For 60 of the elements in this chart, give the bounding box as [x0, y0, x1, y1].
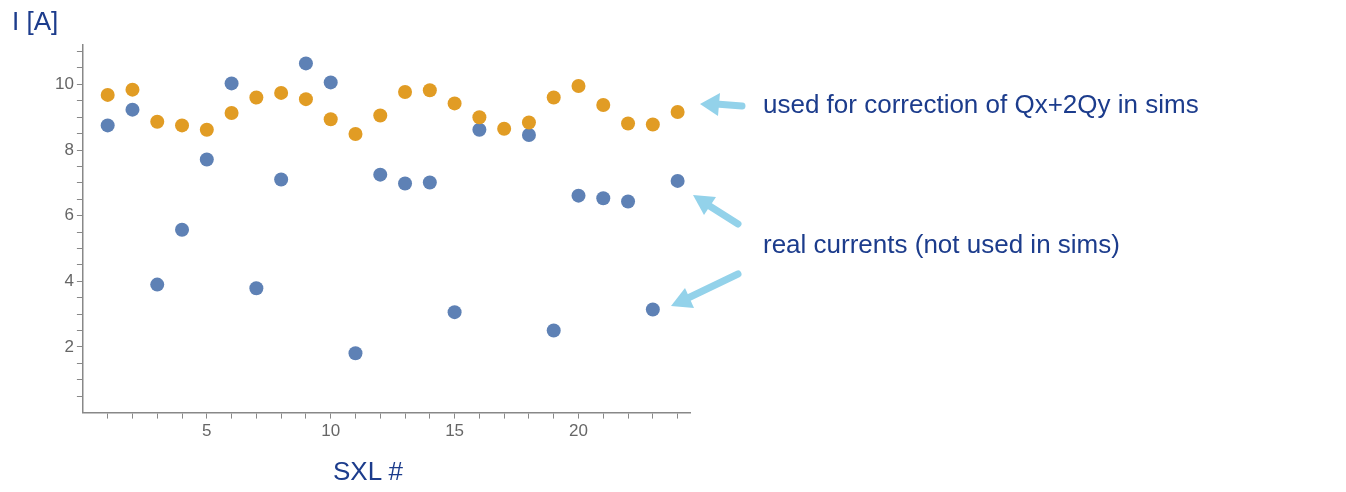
point	[249, 90, 264, 105]
point	[125, 82, 140, 97]
point	[645, 302, 660, 317]
point	[398, 176, 413, 191]
point	[249, 281, 264, 296]
y-tick-label: 8	[64, 139, 74, 159]
point	[274, 172, 289, 187]
point	[621, 194, 636, 209]
y-tick-label: 2	[64, 336, 74, 356]
y-tick-label: 6	[64, 205, 74, 225]
y-axis-title: I [A]	[12, 6, 59, 37]
point	[175, 118, 190, 133]
point	[596, 191, 611, 206]
point	[199, 122, 214, 137]
point	[546, 90, 561, 105]
point	[150, 114, 165, 129]
point	[274, 85, 289, 100]
y-tick-label: 10	[54, 74, 74, 94]
text: real currents (not used in sims)	[763, 229, 1120, 260]
point	[571, 188, 586, 203]
point	[224, 76, 239, 91]
point	[199, 152, 214, 167]
point	[298, 92, 313, 107]
point	[348, 126, 363, 141]
point	[373, 167, 388, 182]
point	[125, 102, 140, 117]
point	[422, 175, 437, 190]
y-tick-label: 4	[64, 271, 74, 290]
x-axis-title: SXL #	[333, 456, 403, 487]
point	[571, 79, 586, 94]
point	[100, 118, 115, 133]
point	[398, 84, 413, 99]
point	[323, 75, 338, 90]
x-tick-label: 15	[445, 421, 465, 441]
point	[348, 346, 363, 361]
point	[175, 222, 190, 237]
point	[447, 305, 462, 320]
x-tick-label: 5	[202, 421, 212, 441]
point	[521, 127, 536, 142]
point	[373, 108, 388, 123]
text: used for correction of Qx+2Qy in sims	[763, 89, 1199, 120]
point	[100, 87, 115, 102]
point	[323, 112, 338, 127]
point	[596, 98, 611, 113]
point	[521, 115, 536, 130]
point	[298, 56, 313, 71]
point	[645, 117, 660, 132]
point	[497, 121, 512, 136]
point	[447, 96, 462, 111]
point	[472, 122, 487, 137]
point	[670, 173, 685, 188]
x-tick-label: 10	[321, 421, 341, 441]
point	[670, 104, 685, 119]
point	[422, 83, 437, 98]
point	[472, 110, 487, 125]
point	[224, 105, 239, 120]
point	[150, 277, 165, 292]
point	[546, 323, 561, 338]
x-tick-label: 20	[569, 421, 588, 441]
point	[621, 116, 636, 131]
